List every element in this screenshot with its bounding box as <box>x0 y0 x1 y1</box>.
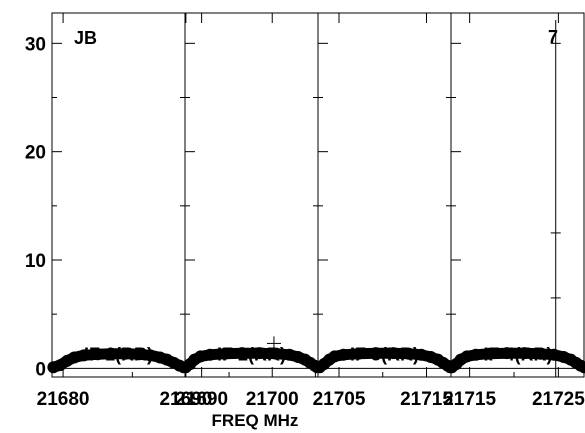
y-tick-label: 20 <box>25 143 46 164</box>
data-point <box>204 348 217 361</box>
data-point <box>68 351 81 364</box>
x-tick-label: 21700 <box>246 389 299 410</box>
if-label: IF 1(RR) <box>84 344 153 364</box>
data-point <box>105 347 118 360</box>
data-point <box>218 347 231 360</box>
data-point <box>578 361 585 374</box>
data-point <box>460 350 473 363</box>
data-point <box>253 347 266 360</box>
data-point <box>415 348 428 361</box>
x-tick-label: 21715 <box>400 389 453 410</box>
baseline-label: 7 <box>548 27 558 47</box>
data-point <box>534 347 547 360</box>
chart-labels: JB 7 FREQ MHz <box>74 27 558 430</box>
data-point <box>144 349 157 362</box>
if-label: IF 4(RR) <box>484 344 553 364</box>
y-tick-label: 10 <box>25 251 46 272</box>
data-point <box>518 347 531 360</box>
y-tick-label: 30 <box>25 34 46 55</box>
data-point <box>403 347 415 360</box>
if-label: IF 3(RR) <box>350 344 419 364</box>
data-point <box>194 350 207 363</box>
data-point <box>337 348 350 361</box>
x-axis-label: FREQ MHz <box>212 411 299 430</box>
data-point <box>547 348 560 361</box>
data-point <box>483 347 496 360</box>
x-tick-label: 21690 <box>175 389 228 410</box>
data-point <box>469 348 482 361</box>
data-point <box>387 347 400 360</box>
antenna-label: JB <box>74 28 97 48</box>
data-point <box>270 347 283 360</box>
data-point <box>369 347 382 360</box>
data-point <box>133 348 146 361</box>
x-tick-label: 21705 <box>313 389 366 410</box>
if-label: IF 2(RR) <box>217 344 286 364</box>
chart-data-layer: IF 1(RR) IF 2(RR) IF 3(RR) IF 4(RR) <box>47 20 585 377</box>
x-tick-label: 21680 <box>37 389 90 410</box>
x-tick-label: 21725 <box>532 389 585 410</box>
y-tick-label: 0 <box>35 359 46 380</box>
data-point <box>352 347 365 360</box>
data-point <box>500 347 513 360</box>
data-point <box>91 348 104 361</box>
data-point <box>77 349 90 362</box>
x-tick-label: 21715 <box>443 389 496 410</box>
data-point <box>236 347 248 360</box>
x-tick-label: 21690 <box>159 389 212 410</box>
data-point <box>119 347 132 360</box>
